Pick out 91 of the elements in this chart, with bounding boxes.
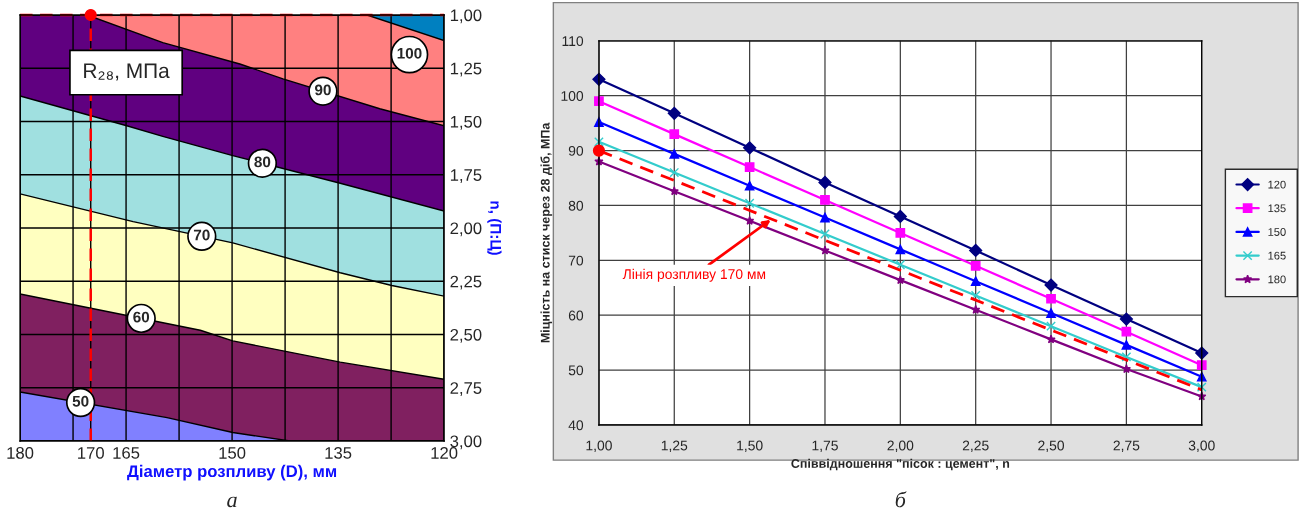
y-tick-label: 2,00 bbox=[450, 222, 482, 237]
y-tick-label: 70 bbox=[568, 255, 584, 266]
y-tick-label: 1,75 bbox=[450, 169, 482, 183]
y-tick-label: 110 bbox=[562, 36, 584, 47]
point bbox=[1121, 352, 1132, 362]
point bbox=[820, 212, 830, 223]
legend-label: 150 bbox=[1268, 228, 1286, 236]
text: б bbox=[895, 491, 907, 508]
series-label: 100 bbox=[397, 47, 422, 59]
y-tick-label: 2,75 bbox=[450, 382, 482, 396]
x-tick-label: 2,25 bbox=[962, 440, 989, 453]
point bbox=[1196, 371, 1207, 382]
y-tick-label: 1,50 bbox=[450, 115, 482, 130]
legend-label: 135 bbox=[1268, 204, 1286, 213]
y-tick-label: 50 bbox=[568, 365, 584, 376]
point bbox=[820, 195, 830, 205]
point bbox=[818, 175, 832, 190]
point bbox=[1046, 321, 1056, 332]
point bbox=[820, 245, 830, 255]
point bbox=[1196, 382, 1207, 392]
point bbox=[669, 149, 680, 159]
y-axis-title: n, (П:Ц) bbox=[487, 201, 502, 255]
y-tick-label: 1,25 bbox=[450, 62, 482, 77]
y-axis-title: Міцність на стиск через 28 діб, МПа bbox=[540, 122, 553, 343]
point bbox=[1195, 346, 1209, 360]
point bbox=[1196, 360, 1207, 371]
y-tick-label: 1,00 bbox=[450, 9, 482, 24]
point bbox=[1121, 326, 1132, 337]
text: а bbox=[227, 496, 237, 508]
point bbox=[1046, 293, 1056, 304]
x-tick-label: 1,75 bbox=[812, 440, 838, 453]
point bbox=[1044, 278, 1058, 292]
y-tick-label: 90 bbox=[568, 145, 584, 156]
x-tick-label: 2,50 bbox=[1038, 440, 1065, 453]
series-label: 50 bbox=[72, 395, 89, 407]
point bbox=[744, 180, 755, 191]
annotation: R₂₈, МПа bbox=[84, 63, 170, 81]
legend-label: 165 bbox=[1268, 251, 1286, 260]
x-tick-label: 135 bbox=[325, 447, 352, 459]
point bbox=[744, 162, 755, 172]
point bbox=[1119, 312, 1133, 326]
x-tick-label: 165 bbox=[113, 447, 140, 459]
y-tick-label: 60 bbox=[568, 310, 584, 321]
point bbox=[1046, 308, 1056, 318]
point bbox=[895, 275, 905, 285]
point bbox=[895, 259, 906, 270]
point bbox=[1121, 364, 1132, 374]
x-tick-label: 1,50 bbox=[737, 440, 763, 453]
series-label: 80 bbox=[254, 156, 271, 168]
point bbox=[594, 136, 604, 147]
point bbox=[669, 167, 680, 178]
point bbox=[744, 215, 755, 225]
y-tick-label: 40 bbox=[568, 420, 584, 431]
point bbox=[820, 229, 830, 239]
y-tick-label: 2,50 bbox=[450, 328, 482, 343]
point bbox=[971, 304, 981, 314]
x-tick-label: 170 bbox=[78, 447, 104, 459]
x-tick-label: 2,00 bbox=[887, 440, 914, 453]
x-tick-label: 3,00 bbox=[1188, 440, 1215, 453]
point bbox=[893, 209, 907, 224]
annotation: Лінія розпливу 170 мм bbox=[622, 268, 766, 282]
y-tick-label: 2,25 bbox=[450, 275, 482, 290]
point bbox=[744, 198, 755, 209]
point bbox=[743, 141, 757, 155]
series-label: 60 bbox=[133, 311, 150, 323]
point bbox=[969, 243, 983, 258]
y-tick-label: 100 bbox=[561, 91, 584, 101]
point bbox=[592, 144, 605, 157]
x-tick-label: 2,75 bbox=[1113, 440, 1140, 453]
y-tick-label: 80 bbox=[568, 200, 584, 211]
legend-label: 180 bbox=[1268, 275, 1286, 284]
point bbox=[669, 186, 679, 196]
point bbox=[895, 244, 906, 255]
x-axis-title: Діаметр розпливу (D), мм bbox=[127, 464, 337, 481]
x-tick-label: 180 bbox=[7, 447, 34, 459]
series-label: 90 bbox=[314, 84, 331, 96]
point bbox=[1121, 339, 1132, 350]
point bbox=[669, 129, 680, 139]
legend-label: 120 bbox=[1268, 180, 1286, 189]
point bbox=[970, 260, 981, 271]
x-tick-label: 1,25 bbox=[661, 440, 688, 453]
x-tick-label: 1,00 bbox=[586, 440, 612, 453]
series-label: 70 bbox=[193, 229, 210, 241]
point bbox=[1046, 334, 1056, 344]
point bbox=[667, 106, 681, 120]
x-tick-label: 150 bbox=[219, 447, 246, 459]
x-tick-label: 120 bbox=[431, 447, 458, 459]
point bbox=[970, 276, 981, 287]
point bbox=[895, 228, 906, 238]
x-axis-title: Співвідношення "пісок : цемент", n bbox=[791, 458, 1010, 471]
point bbox=[970, 290, 981, 301]
